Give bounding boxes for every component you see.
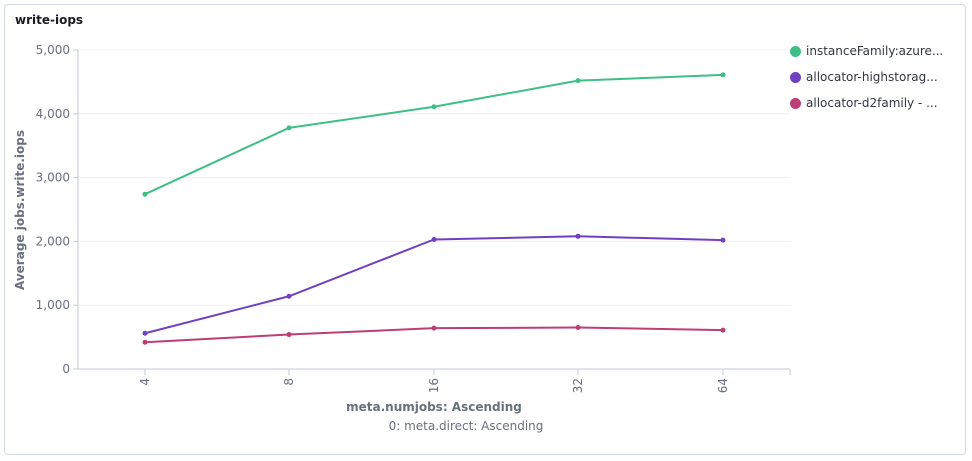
x-axis-label: meta.numjobs: Ascending [346, 400, 522, 414]
data-point [142, 330, 148, 336]
data-point [142, 191, 148, 197]
x-axis-sublabel: 0: meta.direct: Ascending [389, 419, 544, 433]
grid-lines [78, 49, 790, 306]
tick-labels: 0 1,000 2,000 3,000 4,000 5,000 4 8 16 32 64 [36, 43, 730, 393]
y-axis-label: Average jobs.write.iops [13, 130, 27, 290]
y-tick-label: 2,000 [36, 234, 70, 248]
data-point [720, 237, 726, 243]
x-tick-label: 16 [427, 378, 441, 393]
data-point [286, 293, 292, 299]
data-point [575, 233, 581, 239]
legend: instanceFamily:azure... allocator-highsto… [790, 38, 950, 116]
y-tick-label: 5,000 [36, 43, 70, 57]
legend-label: allocator-d2family - ... [806, 96, 938, 110]
legend-label: allocator-highstorag... [806, 70, 938, 84]
data-point [286, 332, 292, 338]
x-tick-label: 32 [571, 378, 585, 393]
legend-item[interactable]: allocator-d2family - ... [790, 90, 950, 116]
legend-label: instanceFamily:azure... [806, 44, 944, 58]
y-tick-label: 0 [62, 362, 70, 376]
series-lines [142, 72, 726, 345]
data-point [286, 125, 292, 131]
x-tick-label: 64 [716, 378, 730, 393]
data-point [431, 325, 437, 331]
data-point [720, 327, 726, 333]
series-line [144, 73, 724, 196]
data-point [142, 339, 148, 345]
legend-item[interactable]: instanceFamily:azure... [790, 38, 950, 64]
data-point [575, 325, 581, 331]
x-tick-label: 8 [282, 378, 296, 386]
legend-dot-icon [790, 97, 801, 109]
series-line [144, 235, 724, 335]
x-tick-label: 4 [138, 378, 152, 386]
data-point [431, 236, 437, 242]
legend-item[interactable]: allocator-highstorag... [790, 64, 950, 90]
data-point [431, 104, 437, 110]
y-tick-label: 1,000 [36, 298, 70, 312]
legend-dot-icon [790, 45, 801, 57]
y-tick-label: 3,000 [36, 171, 70, 185]
axes [73, 49, 791, 375]
y-tick-label: 4,000 [36, 107, 70, 121]
panel-title: write-iops [15, 13, 84, 27]
data-point [575, 78, 581, 84]
data-point [720, 72, 726, 78]
chart-panel: write-iops [4, 4, 966, 455]
legend-dot-icon [790, 71, 801, 83]
